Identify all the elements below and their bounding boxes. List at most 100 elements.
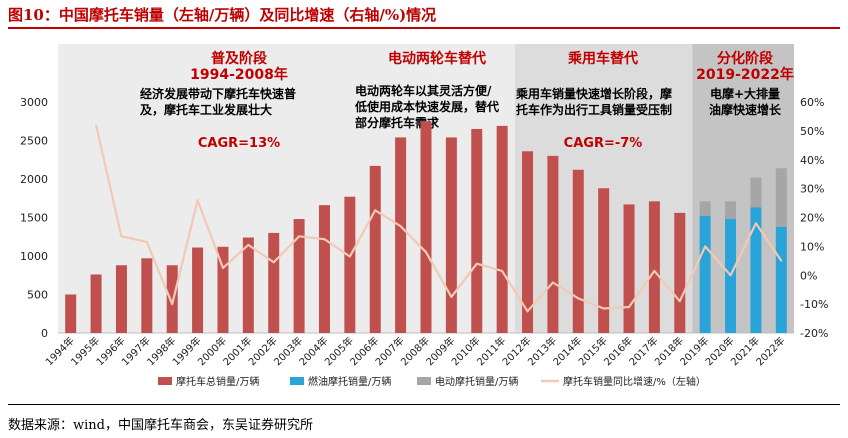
bar-total [242, 237, 254, 333]
source-note: 数据来源：wind，中国摩托车商会，东吴证券研究所 [8, 418, 313, 433]
x-tick-label: 2022年 [753, 334, 787, 368]
phase-cagr: CAGR=-7% [564, 136, 643, 151]
growth-point [425, 251, 427, 253]
growth-point [349, 255, 351, 258]
bar-total [674, 212, 686, 333]
y-right-tick-label: 20% [800, 212, 824, 225]
phase-desc: 低使用成本快速发展，替代 [354, 99, 499, 114]
phase-years: 2019-2022年 [696, 66, 794, 83]
bar-total [192, 247, 204, 333]
y-right-tick-label: -20% [800, 327, 828, 340]
phase-desc: 托车作为出行工具销量受压制 [516, 102, 672, 117]
phase-desc: 经济发展带动下摩托车快速普 [140, 86, 296, 101]
bar-total [598, 188, 610, 333]
phase-desc: 及，摩托车工业发展壮大 [140, 102, 272, 117]
legend-label: 摩托车总销量/万辆 [176, 375, 259, 388]
growth-point [501, 270, 503, 272]
y-right-tick-label: 30% [800, 183, 824, 196]
bar-total [522, 151, 534, 333]
y-left-tick-label: 500 [27, 289, 48, 302]
growth-point [374, 209, 377, 212]
phase-title: 电动两轮车替代 [388, 50, 486, 67]
bar-total [141, 258, 153, 333]
growth-point [399, 225, 402, 227]
y-right-tick-label: 40% [800, 154, 824, 167]
phase-title: 普及阶段 [211, 50, 267, 67]
growth-point [602, 307, 605, 310]
growth-line [95, 124, 783, 313]
bar-electric [699, 201, 711, 216]
growth-point [298, 235, 300, 238]
bar-total [395, 137, 407, 333]
title-rule [8, 27, 840, 29]
y-right-tick-label: 10% [800, 240, 824, 253]
legend-swatch [417, 377, 431, 385]
growth-point [678, 300, 681, 303]
legend-swatch [290, 377, 304, 385]
growth-line-path [95, 124, 783, 313]
y-left-tick-label: 1500 [20, 212, 48, 225]
chart-title: 图10：中国摩托车销量（左轴/万辆）及同比增速（右轴/%)情况 [8, 6, 437, 24]
y-right-tick-label: 0% [800, 269, 817, 282]
bar-total [90, 274, 102, 333]
source-rule [8, 404, 840, 405]
phase-desc: 电摩+大排量 [710, 86, 780, 101]
phase-desc: 部分摩托车需求 [355, 115, 440, 130]
bar-electric [725, 201, 737, 220]
phase-desc: 乘用车销量快速增长阶段，摩 [515, 86, 672, 101]
y-right-tick-label: 50% [800, 125, 824, 138]
bar-electric [775, 168, 787, 227]
growth-point [628, 306, 630, 308]
growth-point [729, 274, 732, 277]
y-left-tick-label: 2500 [20, 135, 48, 148]
bar-total [623, 204, 635, 333]
bar-total [65, 294, 77, 333]
growth-point [196, 199, 199, 201]
bar-total [115, 265, 127, 333]
bar-total [217, 246, 229, 333]
growth-point [552, 281, 554, 284]
bar-fuel [750, 207, 762, 333]
y-right-tick-label: 60% [800, 96, 824, 109]
growth-point [475, 262, 478, 265]
bar-total [445, 137, 457, 333]
growth-point [171, 303, 174, 305]
growth-point [272, 261, 275, 264]
bar-total [344, 196, 356, 333]
legend-label: 摩托车销量同比增速/%（左轴） [563, 375, 706, 388]
growth-point [95, 124, 97, 126]
y-left-tick-label: 0 [41, 327, 48, 340]
x-axis-labels: 1994年1995年1996年1997年1998年1999年2000年2001年… [43, 334, 788, 368]
growth-point [323, 238, 326, 240]
legend: 摩托车总销量/万辆 燃油摩托销量/万辆 电动摩托销量/万辆 摩托车销量同比增速/%（左… [158, 375, 706, 388]
growth-point [222, 267, 224, 269]
legend-swatch [158, 377, 172, 385]
y-right-tick-label: -10% [800, 298, 828, 311]
growth-point [146, 241, 148, 243]
bar-total [572, 169, 584, 333]
phase-desc: 电动两轮车以其灵活方便/ [355, 83, 492, 98]
growth-point [526, 310, 529, 313]
phase-cagr: CAGR=13% [198, 136, 280, 151]
y-left-tick-label: 1000 [20, 250, 48, 263]
y-left-tick-label: 3000 [20, 96, 48, 109]
growth-point [577, 297, 580, 300]
bar-fuel [699, 215, 711, 333]
growth-point [780, 260, 783, 262]
bar-total [166, 265, 178, 333]
growth-point [755, 222, 757, 225]
growth-point [247, 244, 250, 246]
phase-desc: 油摩快速增长 [709, 102, 782, 117]
growth-point [653, 270, 656, 272]
bar-total [293, 219, 305, 333]
phase-title: 乘用车替代 [567, 50, 638, 67]
legend-label: 电动摩托销量/万辆 [435, 375, 518, 388]
phase-years: 1994-2008年 [190, 66, 288, 83]
growth-point [120, 235, 123, 238]
growth-point [450, 296, 453, 298]
bar-electric [750, 177, 762, 208]
bar-total [648, 201, 660, 333]
bar-total [496, 125, 508, 334]
